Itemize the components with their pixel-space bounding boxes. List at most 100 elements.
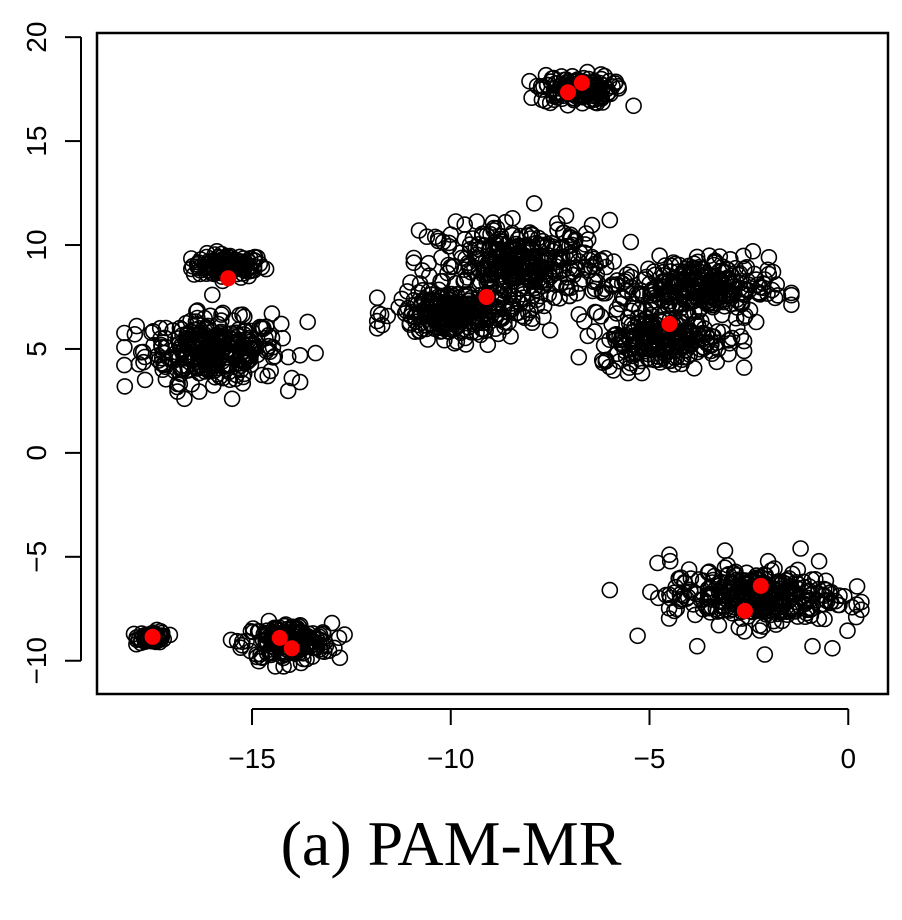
data-point [708, 334, 725, 352]
data-point [501, 260, 518, 277]
data-point [700, 247, 718, 264]
data-point [551, 290, 568, 307]
data-point [503, 226, 521, 244]
data-point [455, 261, 473, 279]
data-point [231, 257, 248, 275]
data-point [629, 315, 647, 333]
data-point [176, 390, 193, 408]
data-point [253, 648, 270, 666]
data-point [749, 276, 766, 294]
y-tick-label: 10 [21, 229, 52, 260]
data-point [518, 240, 535, 258]
data-point [502, 328, 519, 345]
data-point [708, 353, 726, 371]
data-point [760, 586, 778, 604]
data-point [592, 251, 610, 269]
data-point [231, 346, 249, 364]
data-point [461, 240, 479, 258]
data-point [469, 307, 486, 325]
medoid-point [573, 74, 590, 91]
y-tick-label: 0 [21, 445, 52, 461]
data-point [473, 255, 490, 272]
data-point [279, 382, 297, 400]
data-point [546, 264, 564, 282]
data-point [424, 308, 442, 326]
data-point [666, 584, 683, 602]
data-point [198, 348, 216, 365]
y-tick-label: 5 [21, 341, 52, 357]
data-point [710, 616, 728, 634]
data-point [727, 563, 744, 581]
data-point [537, 274, 555, 291]
data-point [777, 572, 795, 589]
data-point [432, 272, 449, 290]
data-point [486, 252, 504, 270]
data-point [275, 658, 292, 675]
data-point [183, 250, 200, 267]
data-point [487, 309, 505, 326]
data-point [379, 307, 397, 325]
data-point [443, 285, 460, 303]
data-point [254, 320, 272, 338]
data-point [300, 625, 318, 643]
data-point [473, 228, 491, 245]
data-point [422, 316, 440, 333]
data-point [266, 347, 284, 365]
data-point [624, 347, 641, 365]
x-tick-label: −15 [228, 743, 276, 774]
data-point [575, 313, 593, 330]
data-point [541, 321, 559, 339]
data-point [760, 265, 778, 283]
medoid-points [144, 74, 769, 657]
data-point [211, 368, 229, 386]
data-point [492, 230, 509, 248]
x-tick-label: −10 [427, 743, 475, 774]
data-point [711, 584, 728, 602]
data-point [810, 610, 828, 628]
data-point [193, 325, 210, 343]
data-point [721, 250, 739, 268]
data-point [618, 271, 635, 288]
data-point [523, 310, 541, 328]
data-point [570, 348, 588, 366]
data-point [429, 232, 447, 250]
data-point [223, 390, 241, 408]
data-point [185, 266, 203, 283]
data-point [783, 296, 800, 314]
medoid-point [752, 577, 769, 594]
data-point [707, 600, 725, 618]
data-point [264, 349, 282, 366]
data-point [579, 231, 597, 248]
data-point [211, 332, 228, 349]
data-point [410, 308, 428, 325]
data-point [242, 259, 259, 276]
data-point [564, 263, 582, 281]
data-point [233, 259, 251, 276]
data-point [699, 580, 717, 598]
data-point [804, 637, 821, 655]
data-point [608, 272, 626, 289]
data-point [810, 580, 827, 598]
data-point [691, 274, 709, 292]
data-point [654, 342, 672, 359]
data-point [673, 351, 691, 369]
data-point [769, 287, 787, 304]
data-point [731, 265, 749, 282]
data-point [619, 309, 637, 327]
data-point [534, 232, 552, 250]
data-point [234, 368, 252, 386]
data-point [710, 270, 727, 288]
data-point [205, 259, 223, 277]
data-point [406, 323, 424, 341]
data-point [179, 347, 196, 365]
data-point [597, 353, 615, 370]
data-point [200, 340, 218, 358]
data-point [405, 249, 423, 267]
data-point [336, 626, 353, 643]
data-point [677, 341, 695, 359]
data-point [190, 383, 208, 400]
data-point [679, 328, 696, 346]
data-point [618, 266, 636, 284]
data-point [798, 601, 816, 619]
data-point [681, 291, 698, 309]
